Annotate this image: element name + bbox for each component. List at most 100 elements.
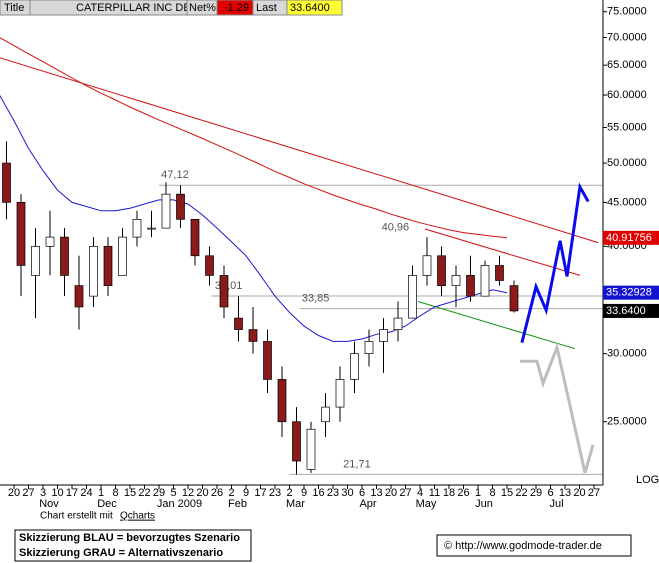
candle-body [263,341,272,380]
candle-body [219,275,229,308]
credit: Chart erstellt mit [40,511,113,522]
copyright[interactable]: © http://www.godmode-trader.de [444,540,602,552]
x-tick-label: 5 [170,487,176,499]
candle-body [335,379,345,408]
x-tick-label: 24 [80,487,92,499]
candle-body [16,202,26,266]
x-tick-label: 4 [417,487,423,499]
x-tick-label: 2 [286,487,292,499]
candle-body [480,265,490,297]
x-tick-label: 26 [211,487,223,499]
candle-body [393,317,403,330]
moving-average [0,37,508,239]
x-tick-label: 6 [359,487,365,499]
y-tick-label: 55.0000 [607,121,647,133]
candle-body [190,218,200,257]
candle-body [379,329,388,342]
x-tick-label: 30 [341,487,353,499]
header-net: -1.29 [224,2,249,14]
candle-body [103,245,113,286]
candle-body [31,245,40,276]
x-tick-label: 9 [301,487,307,499]
x-tick-label: 3 [40,487,46,499]
candle-body [495,265,504,281]
last-value-label: 40.91756 [606,232,652,244]
x-tick-label: 20 [8,487,20,499]
x-tick-label: 11 [429,487,440,499]
x-tick-label: 13 [370,487,382,499]
x-tick-label: 20 [385,487,397,499]
copyright-box [436,534,632,557]
candle-body [132,218,142,238]
x-tick-label: 10 [51,487,63,499]
candle-body [89,245,98,297]
header-name: CATERPILLAR INC DEL [76,2,197,14]
candle-body [408,275,417,319]
y-tick-label: 50.0000 [607,157,647,169]
y-tick-label: 70.0000 [607,31,647,43]
candle-body [147,227,156,230]
header-net-label: Net% [189,2,216,14]
month-label: Nov [39,498,59,510]
y-tick-label: 60.0000 [607,89,647,101]
last-value-label: 35.32928 [606,287,652,299]
candle-body [60,236,69,276]
candle-body [292,421,301,462]
candle-body [74,285,84,308]
x-tick-label: 16 [312,487,324,499]
credit-link[interactable]: Qcharts [120,511,155,522]
x-tick-label: 29 [530,487,542,499]
last-value-box [603,285,659,300]
candle-body [364,341,374,355]
candle-body [248,329,258,342]
header-box [286,0,343,16]
x-tick-label: 15 [124,487,136,499]
level-label: 33,85 [302,293,330,305]
candle-body [321,406,330,423]
legend-text: Skizzierung GRAU = Alternativszenario [19,547,223,559]
x-tick-label: 9 [243,487,249,499]
scenario-line [520,182,590,343]
candle-body [277,379,287,423]
x-tick-label: 17 [254,487,266,499]
last-value-label: 33.6400 [606,305,646,317]
month-label: Jul [549,498,563,510]
x-tick-label: 23 [269,487,281,499]
candle-body [422,255,432,276]
legend-text: Skizzierung BLAU = bevorzugtes Szenario [19,532,240,544]
month-label: Jun [475,498,493,510]
candle-body [234,317,243,330]
x-tick-label: 1 [475,487,481,499]
trend-line [0,57,599,244]
candle-body [161,193,171,229]
month-label: Jan 2009 [157,498,202,510]
x-tick-label: 8 [112,487,118,499]
x-tick-label: 20 [573,487,585,499]
x-tick-label: 12 [182,487,194,499]
x-tick-label: 27 [399,487,411,499]
candle-body [509,285,519,312]
plot: 47,12 35,01 33,85 21,71 40,96 [0,37,603,475]
x-tick-label: 1 [98,487,104,499]
candle-body [2,162,11,203]
annotation: 40,96 [382,221,410,233]
candle-body [118,236,127,276]
candle-body [205,255,214,276]
candle-body [451,275,461,286]
month-label: Dec [97,498,117,510]
candle-body [437,255,446,286]
y-tick-label: 65.0000 [607,59,647,71]
header: Title CATERPILLAR INC DEL Net% -1.29 Las… [0,0,343,16]
x-tick-label: 13 [559,487,571,499]
x-tick-label: 18 [443,487,455,499]
level-label: 21,71 [343,458,371,470]
scale-note: LOG [636,474,659,486]
trend-line [417,301,576,350]
x-tick-label: 15 [501,487,513,499]
x-tick-label: 22 [515,487,527,499]
month-label: Apr [359,498,376,510]
level-label: 35,01 [215,280,243,292]
x-tick-label: 20 [196,487,208,499]
